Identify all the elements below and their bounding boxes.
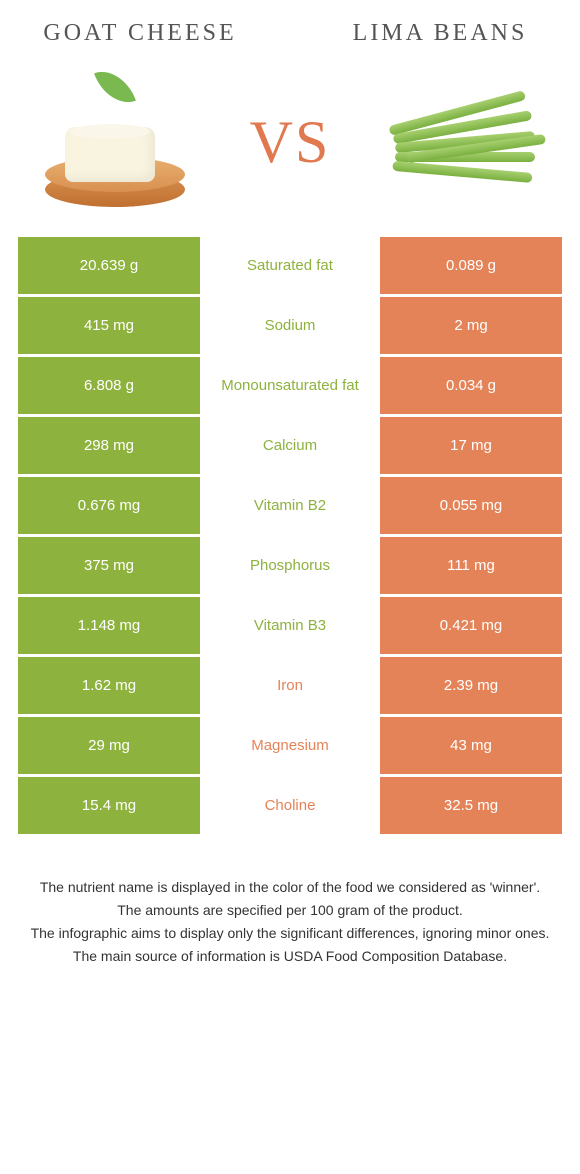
left-value-cell: 1.62 mg bbox=[18, 657, 200, 714]
footer-notes: The nutrient name is displayed in the co… bbox=[0, 837, 580, 967]
table-row: 298 mgCalcium17 mg bbox=[18, 417, 562, 474]
right-food-image bbox=[380, 67, 550, 217]
table-row: 1.148 mgVitamin B30.421 mg bbox=[18, 597, 562, 654]
left-value-cell: 415 mg bbox=[18, 297, 200, 354]
right-value-cell: 43 mg bbox=[380, 717, 562, 774]
table-row: 375 mgPhosphorus111 mg bbox=[18, 537, 562, 594]
right-value-cell: 2.39 mg bbox=[380, 657, 562, 714]
right-value-cell: 111 mg bbox=[380, 537, 562, 594]
right-value-cell: 0.421 mg bbox=[380, 597, 562, 654]
footer-line: The amounts are specified per 100 gram o… bbox=[30, 900, 550, 921]
footer-line: The main source of information is USDA F… bbox=[30, 946, 550, 967]
nutrient-name-cell: Saturated fat bbox=[200, 237, 380, 294]
footer-line: The nutrient name is displayed in the co… bbox=[30, 877, 550, 898]
table-row: 29 mgMagnesium43 mg bbox=[18, 717, 562, 774]
nutrient-name-cell: Iron bbox=[200, 657, 380, 714]
bean-shape bbox=[392, 161, 532, 183]
nutrient-name-cell: Calcium bbox=[200, 417, 380, 474]
left-value-cell: 1.148 mg bbox=[18, 597, 200, 654]
left-value-cell: 0.676 mg bbox=[18, 477, 200, 534]
right-value-cell: 0.034 g bbox=[380, 357, 562, 414]
nutrient-name-cell: Sodium bbox=[200, 297, 380, 354]
left-value-cell: 20.639 g bbox=[18, 237, 200, 294]
leaf-shape bbox=[94, 63, 136, 111]
nutrient-name-cell: Vitamin B2 bbox=[200, 477, 380, 534]
left-value-cell: 375 mg bbox=[18, 537, 200, 594]
cheese-shape bbox=[65, 127, 155, 182]
nutrient-name-cell: Monounsaturated fat bbox=[200, 357, 380, 414]
table-row: 15.4 mgCholine32.5 mg bbox=[18, 777, 562, 834]
left-value-cell: 29 mg bbox=[18, 717, 200, 774]
vs-label: VS bbox=[250, 108, 331, 177]
right-value-cell: 0.055 mg bbox=[380, 477, 562, 534]
nutrient-name-cell: Phosphorus bbox=[200, 537, 380, 594]
footer-line: The infographic aims to display only the… bbox=[30, 923, 550, 944]
right-value-cell: 0.089 g bbox=[380, 237, 562, 294]
nutrient-name-cell: Magnesium bbox=[200, 717, 380, 774]
left-food-image bbox=[30, 67, 200, 217]
left-value-cell: 6.808 g bbox=[18, 357, 200, 414]
nutrient-table: 20.639 gSaturated fat0.089 g415 mgSodium… bbox=[0, 237, 580, 834]
header: GOAT CHEESE LIMA BEANS bbox=[0, 0, 580, 57]
table-row: 0.676 mgVitamin B20.055 mg bbox=[18, 477, 562, 534]
left-value-cell: 298 mg bbox=[18, 417, 200, 474]
table-row: 1.62 mgIron2.39 mg bbox=[18, 657, 562, 714]
right-food-title: LIMA BEANS bbox=[340, 20, 540, 47]
table-row: 415 mgSodium2 mg bbox=[18, 297, 562, 354]
images-row: VS bbox=[0, 57, 580, 237]
table-row: 20.639 gSaturated fat0.089 g bbox=[18, 237, 562, 294]
right-value-cell: 17 mg bbox=[380, 417, 562, 474]
table-row: 6.808 gMonounsaturated fat0.034 g bbox=[18, 357, 562, 414]
right-value-cell: 2 mg bbox=[380, 297, 562, 354]
nutrient-name-cell: Choline bbox=[200, 777, 380, 834]
nutrient-name-cell: Vitamin B3 bbox=[200, 597, 380, 654]
left-value-cell: 15.4 mg bbox=[18, 777, 200, 834]
left-food-title: GOAT CHEESE bbox=[40, 20, 240, 47]
right-value-cell: 32.5 mg bbox=[380, 777, 562, 834]
